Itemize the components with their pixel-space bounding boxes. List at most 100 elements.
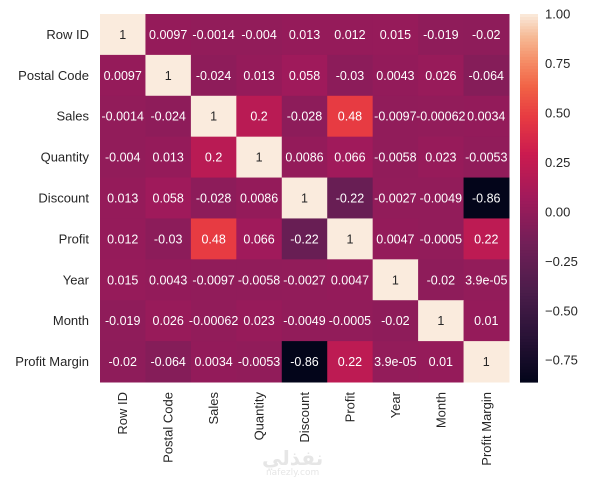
colorbar-slice — [520, 363, 538, 368]
y-tick-label: Profit Margin — [15, 354, 89, 369]
cell-annotation: 0.0043 — [376, 69, 414, 83]
colorbar-tick-label: 0.00 — [545, 204, 570, 219]
colorbar-slice — [520, 78, 538, 83]
heatmap-cell — [145, 218, 192, 260]
heatmap-cell — [327, 259, 374, 301]
heatmap-cell — [327, 14, 374, 56]
colorbar-slice — [520, 118, 538, 122]
cell-annotation: -0.0097 — [374, 110, 416, 124]
heatmap-cell — [418, 14, 465, 56]
cell-annotation: -0.02 — [427, 273, 456, 287]
colorbar-slice — [520, 179, 538, 184]
cell-annotation: -0.0058 — [238, 273, 280, 287]
cell-annotation: 3.9e-05 — [374, 355, 416, 369]
heatmap-cell — [281, 136, 328, 179]
heatmap-cell — [281, 341, 328, 383]
colorbar-slice — [520, 314, 538, 319]
heatmap-cell — [372, 218, 419, 260]
colorbar-tick-label: 0.50 — [545, 105, 570, 120]
heatmap-cell — [327, 136, 374, 179]
colorbar-slice — [520, 130, 538, 135]
colorbar-slice — [520, 191, 538, 196]
colorbar-slice — [520, 17, 538, 21]
colorbar-tick-label: −0.25 — [545, 254, 578, 269]
colorbar-slice — [520, 29, 538, 33]
heatmap-cell — [463, 136, 510, 179]
colorbar — [520, 14, 538, 383]
cell-annotation: -0.004 — [105, 151, 140, 165]
colorbar-slice — [520, 320, 538, 325]
cell-annotation: -0.0053 — [238, 355, 280, 369]
cell-annotation: 0.2 — [250, 110, 267, 124]
colorbar-slice — [520, 136, 538, 141]
heatmap-cell — [190, 14, 237, 56]
x-tick-label: Discount — [297, 392, 312, 443]
watermark-sub: nafezly.com — [265, 468, 320, 478]
y-tick-label: Row ID — [46, 27, 89, 42]
colorbar-slice — [520, 23, 538, 27]
heatmap-cell — [418, 341, 465, 383]
colorbar-slice — [520, 124, 538, 129]
colorbar-slice — [520, 148, 538, 153]
colorbar-tick-label: 0.75 — [545, 56, 570, 71]
colorbar-slice — [520, 219, 538, 224]
colorbar-slice — [520, 290, 538, 294]
watermark-main: نفذلي — [262, 446, 324, 470]
colorbar-slice — [520, 299, 538, 303]
colorbar-slice — [520, 96, 538, 101]
colorbar-slice — [520, 378, 538, 383]
heatmap-cell — [236, 95, 283, 138]
heatmap-cell — [281, 218, 328, 260]
heatmap-cell — [190, 259, 237, 301]
heatmap-cell — [418, 300, 465, 342]
colorbar-slice — [520, 173, 538, 178]
heatmap-cell — [236, 259, 283, 301]
cell-annotation: 0.023 — [425, 151, 456, 165]
heatmap-cell — [236, 136, 283, 179]
cell-annotation: -0.0049 — [420, 192, 462, 206]
colorbar-slice — [520, 250, 538, 254]
colorbar-slice — [520, 81, 538, 86]
cell-annotation: 0.013 — [153, 151, 184, 165]
cell-annotation: -0.86 — [290, 355, 319, 369]
cell-annotation: -0.0027 — [283, 273, 325, 287]
cell-annotation: -0.02 — [381, 314, 410, 328]
heatmap-cell — [372, 95, 419, 138]
cell-annotation: -0.0014 — [102, 110, 144, 124]
colorbar-slice — [520, 164, 538, 168]
colorbar-slice — [520, 161, 538, 165]
cell-annotation: 1 — [437, 314, 444, 328]
colorbar-slice — [520, 60, 538, 64]
colorbar-tick-label: 1.00 — [545, 7, 570, 22]
colorbar-slice — [520, 360, 538, 365]
colorbar-slice — [520, 268, 538, 273]
colorbar-slice — [520, 204, 538, 208]
colorbar-slice — [520, 247, 538, 251]
heatmap-cell — [372, 14, 419, 56]
colorbar-slice — [520, 240, 538, 245]
heatmap-cell — [418, 95, 465, 138]
colorbar-slice — [520, 277, 538, 282]
colorbar-slice — [520, 348, 538, 352]
colorbar-slice — [520, 375, 538, 380]
cell-annotation: 0.015 — [107, 273, 138, 287]
colorbar-slice — [520, 231, 538, 236]
y-tick-label: Sales — [56, 109, 89, 124]
cell-annotation: 0.0086 — [285, 151, 323, 165]
colorbar-slice — [520, 127, 538, 132]
cell-annotation: -0.024 — [196, 69, 231, 83]
cell-annotation: 0.058 — [153, 192, 184, 206]
colorbar-slice — [520, 72, 538, 76]
colorbar-slice — [520, 142, 538, 147]
heatmap-cell — [190, 54, 237, 97]
cell-annotation: -0.0005 — [329, 314, 371, 328]
heatmap-cell — [190, 300, 237, 342]
colorbar-slice — [520, 326, 538, 331]
y-tick-label: Quantity — [41, 150, 90, 165]
colorbar-slice — [520, 50, 538, 55]
cell-annotation: -0.019 — [105, 314, 140, 328]
heatmap-cell — [100, 341, 146, 383]
heatmap-cell — [100, 136, 146, 179]
colorbar-slice — [520, 90, 538, 95]
